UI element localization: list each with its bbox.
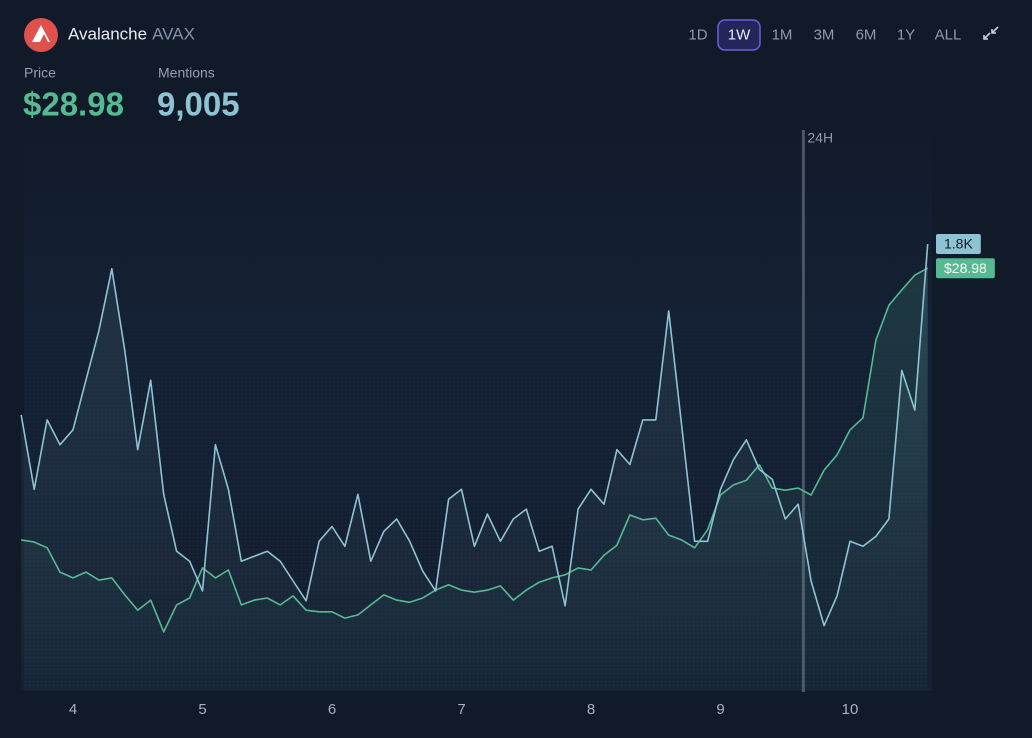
metric-value: 9,005: [157, 86, 240, 123]
asset-symbol: AVAX: [152, 24, 195, 43]
range-label: ALL: [935, 26, 962, 43]
metric-value: $28.98: [23, 86, 124, 123]
range-button[interactable]: ALL: [935, 26, 962, 43]
metric-label: Mentions: [158, 65, 215, 81]
header: Avalanche AVAX Price $28.98 Mentions 9,0…: [23, 18, 999, 123]
x-tick-label: 4: [69, 701, 77, 718]
end-badge-bg: [936, 258, 995, 279]
range-button-bg: [717, 19, 761, 51]
x-tick-label: 7: [457, 701, 465, 718]
range-label: 1Y: [897, 26, 915, 43]
range-button[interactable]: 3M: [814, 26, 835, 43]
end-badge-bg: [936, 234, 981, 255]
range-label: 3M: [814, 26, 835, 43]
x-tick-label: 6: [328, 701, 336, 718]
metric-label: Price: [24, 65, 56, 81]
x-tick-label: 5: [198, 701, 206, 718]
logo-cut: [40, 34, 48, 42]
series-area: [21, 244, 928, 690]
expand-icon[interactable]: [983, 26, 999, 40]
range-label: 1M: [772, 26, 793, 43]
range-label: 1D: [688, 26, 707, 43]
range-button[interactable]: 1M: [772, 26, 793, 43]
range-button[interactable]: 1Y: [897, 26, 915, 43]
end-badge: $28.98: [936, 258, 995, 279]
range-button[interactable]: 1W: [717, 19, 761, 51]
range-button[interactable]: 6M: [856, 26, 877, 43]
asset-name: Avalanche: [68, 24, 147, 43]
range-label: 6M: [856, 26, 877, 43]
icon-stroke: [983, 32, 991, 40]
annotation-label: 24H: [807, 130, 833, 146]
end-badge-label: 1.8K: [944, 236, 973, 252]
icon-stroke: [991, 26, 999, 34]
x-tick-label: 10: [842, 701, 859, 718]
end-badge-label: $28.98: [944, 260, 987, 276]
x-tick-label: 9: [716, 701, 724, 718]
range-button[interactable]: 1D: [688, 26, 707, 43]
end-badge: 1.8K: [936, 234, 981, 255]
range-label: 1W: [728, 26, 751, 43]
x-tick-label: 8: [587, 701, 595, 718]
series-line: [20, 243, 929, 627]
